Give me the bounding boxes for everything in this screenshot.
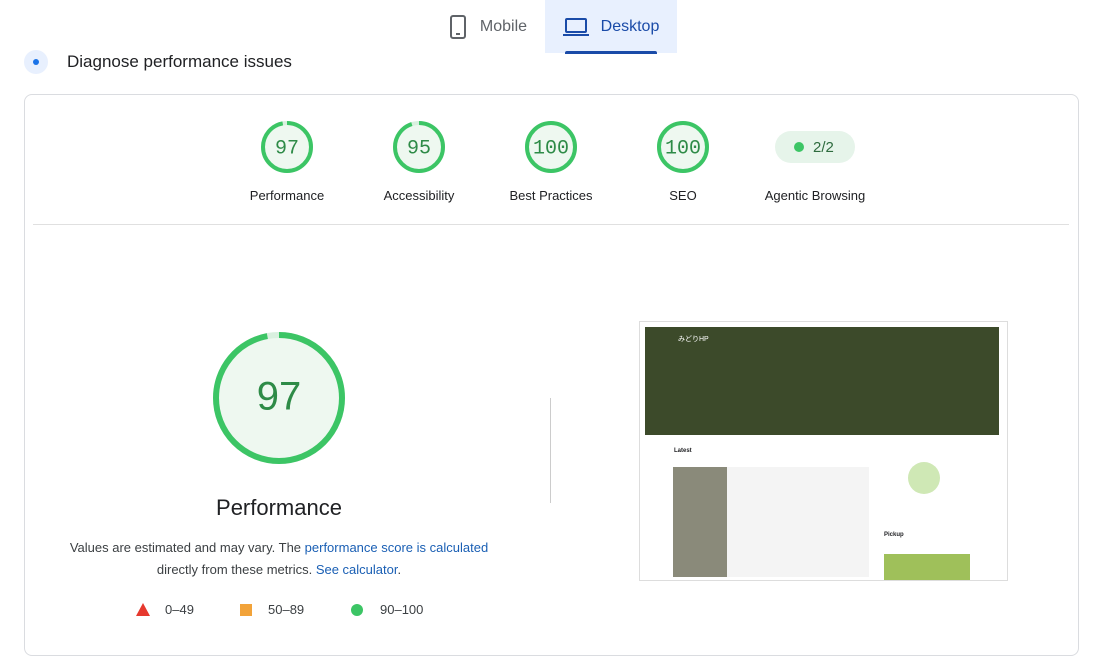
gauge-score: 97: [257, 375, 302, 419]
gauge-score: 97: [275, 137, 299, 160]
screenshot-heading: Pickup: [884, 532, 904, 538]
link[interactable]: performance score is calculated: [304, 540, 489, 555]
score-label[interactable]: SEO: [669, 188, 697, 203]
link[interactable]: See calculator: [315, 562, 398, 577]
gauge-arc: [393, 121, 445, 173]
laptop-icon: [562, 17, 589, 36]
gauge-score: 100: [533, 137, 569, 160]
note-text: directly from these metrics.: [156, 562, 316, 577]
main-title: Performance: [216, 495, 342, 520]
score-label[interactable]: Agentic Browsing: [764, 188, 866, 203]
legend-label: 90–100: [380, 602, 424, 617]
legend-label: 0–49: [165, 602, 194, 617]
page-screenshot: みどりHP Latest Pickup: [639, 321, 1008, 581]
screenshot-avatar: [908, 462, 940, 494]
screenshot-site: みどりHP: [678, 336, 709, 343]
section-icon: [24, 50, 48, 74]
legend-average-icon: [240, 604, 252, 616]
note-text: Values are estimated and may vary. The: [69, 540, 305, 555]
tab-label: Mobile: [479, 17, 528, 35]
gauge-arc: [657, 121, 709, 173]
gauge-arc: [525, 121, 577, 173]
phone-icon: [449, 14, 466, 39]
gauge-arc: [213, 332, 345, 464]
score-label[interactable]: Accessibility: [383, 188, 455, 203]
tab-desktop[interactable]: Desktop: [545, 0, 677, 53]
gauge-arc: [261, 121, 313, 173]
tab-mobile[interactable]: Mobile: [430, 0, 545, 53]
score-label[interactable]: Best Practices: [509, 188, 593, 203]
page: Mobile Desktop Diagnose performance issu…: [24, 0, 1079, 656]
screenshot-pickup: [884, 554, 970, 580]
gauge-score: 100: [665, 137, 701, 160]
tab-label: Desktop: [600, 17, 660, 35]
legend-pass-icon: [351, 604, 363, 616]
divider: [33, 224, 1069, 225]
gauges: 97 95 100 100 2/2 97: [213, 121, 855, 464]
screenshot-thumbs: [673, 467, 727, 577]
screenshot-banner: [645, 327, 999, 435]
section-title: Diagnose performance issues: [67, 52, 292, 71]
score-label[interactable]: Performance: [249, 188, 325, 203]
legend-fail-icon: [136, 603, 150, 616]
note-text: .: [397, 562, 402, 577]
badge-text: 2/2: [813, 139, 834, 156]
badge: [775, 131, 855, 163]
separator: [550, 398, 551, 503]
gauge-score: 95: [407, 137, 431, 160]
tab-indicator: [565, 51, 657, 54]
legend-label: 50–89: [268, 602, 305, 617]
badge-dot: [794, 142, 804, 152]
note: Values are estimated and may vary. The p…: [60, 537, 498, 581]
screenshot-heading: Latest: [674, 448, 692, 454]
